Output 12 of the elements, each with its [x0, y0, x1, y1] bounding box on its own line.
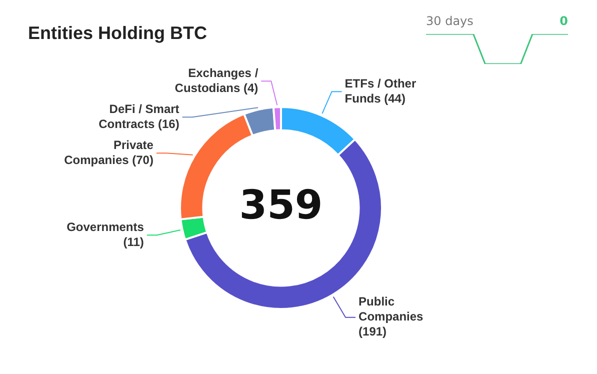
text: 0: [560, 14, 568, 28]
slice-label: ETFs / Other Funds (44): [344, 76, 416, 106]
data-label: (11): [123, 234, 144, 249]
chart-title: 30 days: [426, 14, 474, 28]
text: 359: [239, 182, 323, 228]
data-label: (191): [358, 324, 387, 339]
slice-label: DeFi / Smart Contracts (16): [98, 102, 180, 131]
chart-title: Entities Holding BTC: [28, 22, 207, 43]
slice-label: Private Companies (70): [64, 138, 154, 167]
slice-label: Public Companies: [358, 294, 424, 324]
slice-label: Governments: [66, 220, 144, 234]
slice-label: Exchanges / Custodians (4): [174, 66, 259, 95]
